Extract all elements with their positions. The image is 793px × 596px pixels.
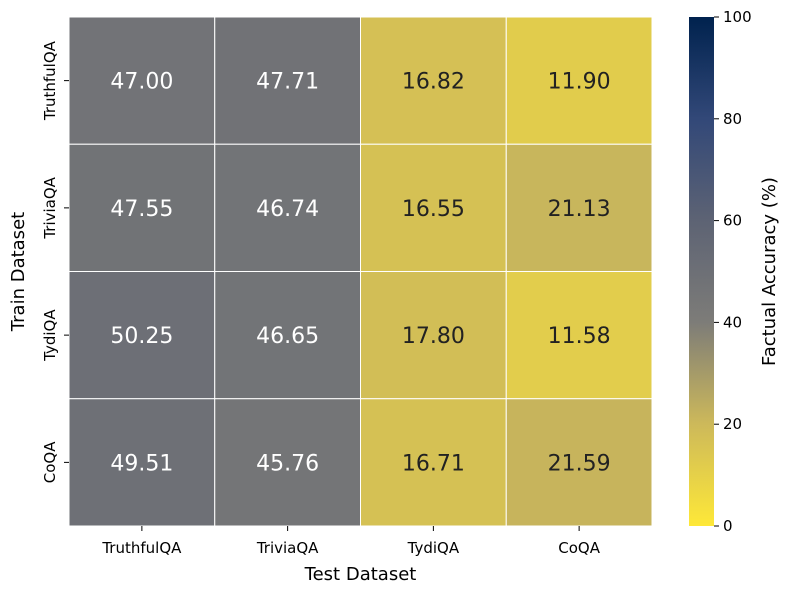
cell-value-label: 17.80	[402, 324, 465, 349]
heatmap-cell	[214, 143, 361, 272]
cell-value-label: 47.55	[110, 197, 173, 222]
x-tick-label: TriviaQA	[256, 539, 319, 557]
cell-value-label: 49.51	[110, 451, 173, 476]
heatmap-cell	[68, 143, 216, 272]
heatmap-cell	[360, 16, 507, 145]
heatmap-cell	[214, 16, 361, 145]
colorbar	[689, 17, 714, 526]
y-tick-label: TydiQA	[41, 309, 59, 362]
x-tick-label: TruthfulQA	[101, 539, 182, 557]
cell-value-label: 46.74	[256, 197, 319, 222]
y-tick-label: TruthfulQA	[41, 40, 59, 121]
colorbar-ticks: 0 20 40 60 80 100	[714, 8, 752, 535]
cell-value-label: 45.76	[256, 451, 319, 476]
cell-value-label: 47.00	[110, 70, 173, 95]
heatmap-cell	[505, 398, 653, 527]
heatmap-cell	[505, 143, 653, 272]
cell-value-label: 21.59	[548, 451, 611, 476]
colorbar-tick-label: 40	[723, 313, 742, 331]
cell-value-label: 46.65	[256, 324, 319, 349]
heatmap-cell	[505, 16, 653, 145]
heatmap-cell	[68, 398, 216, 527]
y-tick-label: TriviaQA	[41, 176, 59, 239]
heatmap-cell	[505, 271, 653, 400]
x-axis-ticks: TruthfulQA TriviaQA TydiQA CoQA	[101, 526, 601, 557]
cell-value-label: 11.90	[548, 70, 611, 95]
colorbar-title: Factual Accuracy (%)	[759, 177, 780, 366]
x-axis-title: Test Dataset	[304, 564, 417, 585]
heatmap-cell-labels: 47.00 47.71 16.82 11.90 47.55 46.74 16.55 21.13…	[110, 70, 610, 477]
heatmap-cells	[68, 16, 653, 527]
cell-value-label: 16.82	[402, 70, 465, 95]
x-tick-label: TydiQA	[407, 539, 460, 557]
colorbar-tick-label: 80	[723, 110, 742, 128]
colorbar-tick-label: 20	[723, 415, 742, 433]
cell-value-label: 50.25	[110, 324, 173, 349]
cell-value-label: 16.71	[402, 451, 465, 476]
cell-value-label: 16.55	[402, 197, 465, 222]
x-tick-label: CoQA	[558, 539, 600, 557]
y-tick-label: CoQA	[41, 441, 59, 483]
cell-value-label: 21.13	[548, 197, 611, 222]
heatmap-cell	[214, 271, 361, 400]
cell-value-label: 47.71	[256, 70, 319, 95]
y-axis-title: Train Dataset	[8, 212, 29, 332]
colorbar-tick-label: 0	[723, 517, 733, 535]
heatmap-cell	[360, 398, 507, 527]
y-axis-ticks: TruthfulQA TriviaQA TydiQA CoQA	[41, 40, 69, 483]
cell-value-label: 11.58	[548, 324, 611, 349]
heatmap-cell	[68, 16, 216, 145]
heatmap-cell	[214, 398, 361, 527]
colorbar-tick-label: 100	[723, 8, 752, 26]
colorbar-tick-label: 60	[723, 212, 742, 230]
